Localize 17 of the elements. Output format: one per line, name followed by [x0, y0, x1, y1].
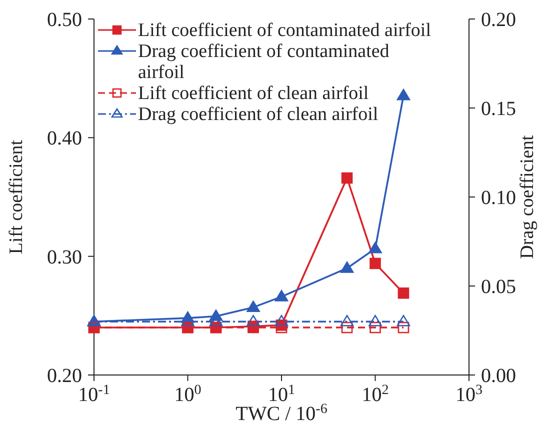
y-tick-label: 0.40 [47, 128, 82, 150]
y-tick-label: 0.30 [47, 246, 82, 268]
y-tick-label: 0.50 [47, 9, 82, 31]
y2-tick-label: 0.10 [481, 187, 516, 209]
y2-tick-label: 0.00 [481, 365, 516, 387]
y2-axis-title: Drag coefficient [517, 134, 538, 259]
y2-tick-label: 0.05 [481, 276, 516, 298]
y2-tick-label: 0.15 [481, 98, 516, 120]
x-tick-label: 10$^{0}$ [174, 382, 202, 406]
y2-tick-label: 0.20 [481, 9, 516, 31]
y-axis-title: Lift coefficient [6, 139, 27, 254]
legend-label: Lift coefficient of contaminated airfoil [138, 20, 431, 41]
legend-label: Lift coefficient of clean airfoil [138, 83, 369, 104]
legend-label: Drag coefficient of clean airfoil [138, 104, 378, 125]
x-tick-label: 10$^{2}$ [362, 382, 389, 406]
x-tick-label: 10$^{3}$ [456, 382, 482, 406]
legend-label: Drag coefficient of contaminated airfoil [138, 41, 390, 83]
